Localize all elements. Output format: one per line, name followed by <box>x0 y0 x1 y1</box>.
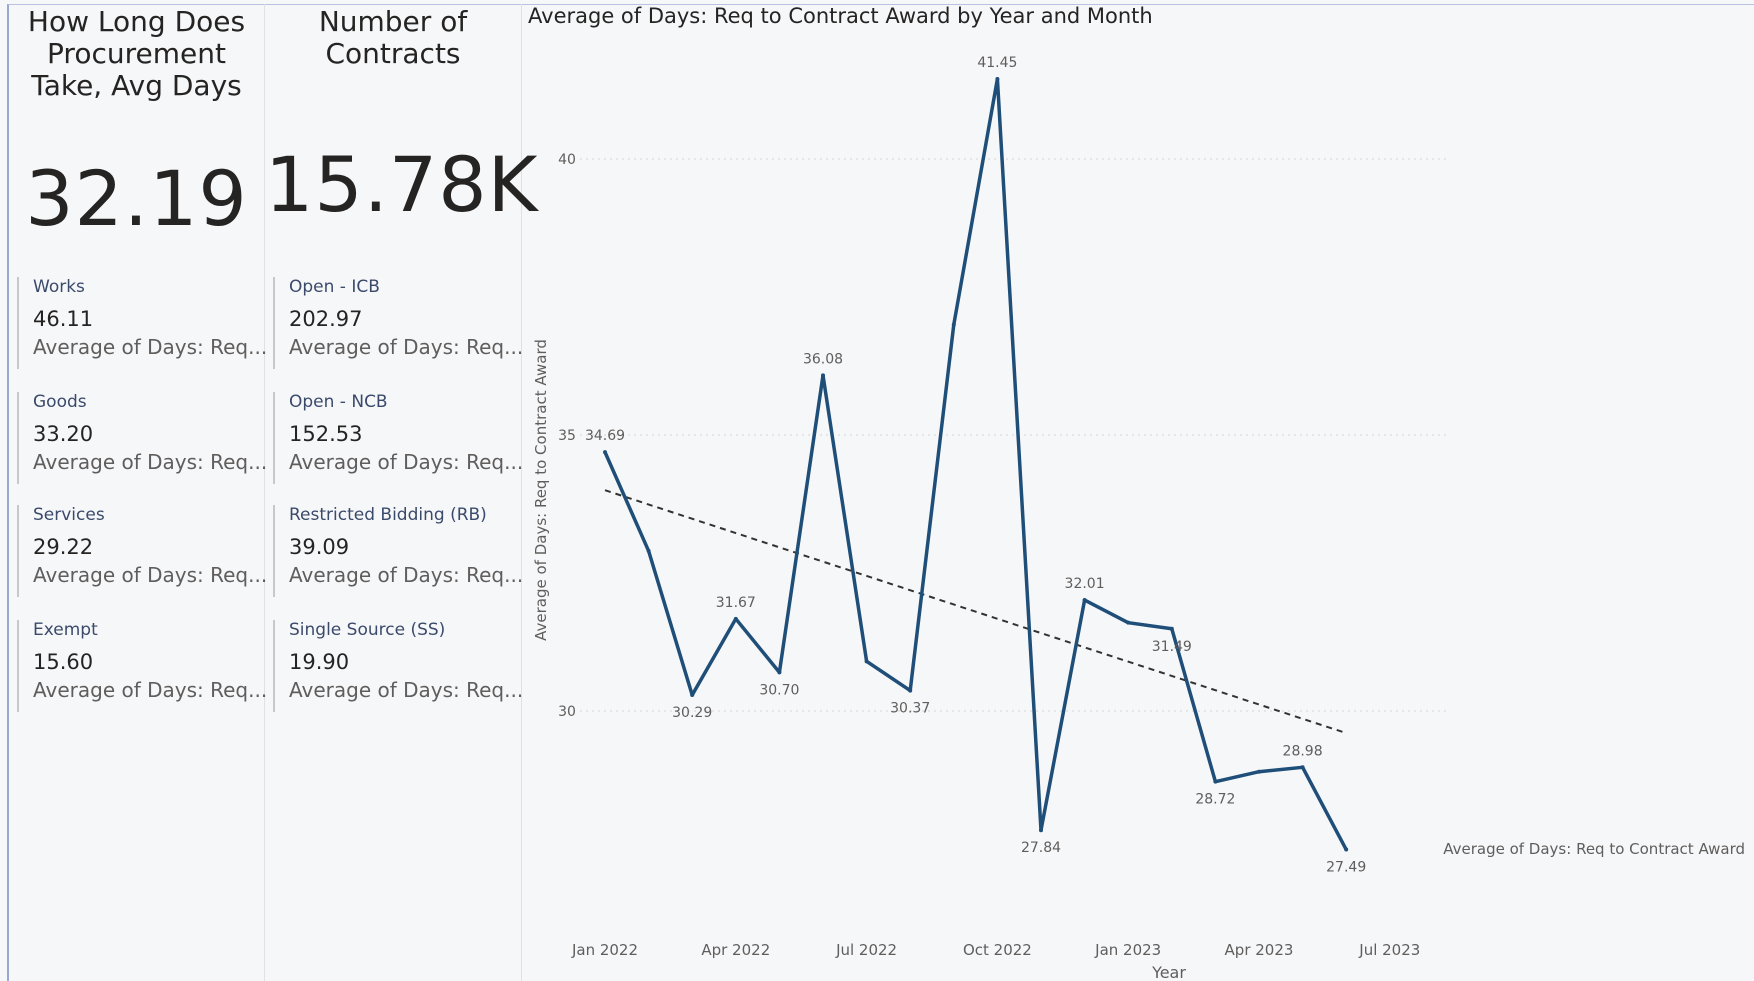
data-label: 30.29 <box>672 705 712 721</box>
card-label: Single Source (SS) <box>289 620 446 640</box>
y-tick-label: 35 <box>558 428 576 444</box>
procurement-kpi-title-line: How Long Does <box>27 5 246 38</box>
data-point <box>864 659 869 664</box>
data-label: 36.08 <box>803 351 843 367</box>
data-label: 32.01 <box>1065 576 1105 592</box>
card-label: Restricted Bidding (RB) <box>289 505 487 525</box>
data-point <box>733 616 738 621</box>
report-frame <box>7 4 1754 981</box>
trendline <box>604 489 1347 735</box>
x-tick-label: Jan 2022 <box>571 941 638 959</box>
x-tick-label: Jul 2022 <box>835 941 897 959</box>
x-tick-label: Apr 2023 <box>1225 941 1294 959</box>
procurement-card-exempt[interactable]: Exempt 15.60 Average of Days: Req... <box>17 620 267 712</box>
contracts-kpi-title: Number of Contracts <box>265 6 521 70</box>
data-label: 28.72 <box>1195 792 1235 808</box>
data-point <box>951 322 956 327</box>
procurement-card-works[interactable]: Works 46.11 Average of Days: Req... <box>17 277 267 369</box>
data-point <box>1126 620 1131 625</box>
data-label: 41.45 <box>977 55 1017 71</box>
procurement-kpi-panel: How Long Does Procurement Take, Avg Days… <box>9 4 267 981</box>
card-value: 39.09 <box>289 535 350 559</box>
card-measure-label: Average of Days: Req... <box>33 678 268 702</box>
data-point <box>1082 598 1087 603</box>
card-label: Services <box>33 505 105 525</box>
data-label: 30.37 <box>890 701 930 717</box>
procurement-kpi-title-line: Procurement <box>47 37 226 70</box>
contracts-count-value: 15.78K <box>265 140 539 229</box>
card-measure-label: Average of Days: Req... <box>289 450 524 474</box>
contracts-kpi-title-line: Contracts <box>325 37 461 70</box>
data-point <box>1257 769 1261 774</box>
data-label: 30.70 <box>759 682 799 698</box>
card-label: Works <box>33 277 85 297</box>
contracts-card-single-source[interactable]: Single Source (SS) 19.90 Average of Days… <box>273 620 523 712</box>
data-point <box>908 688 913 693</box>
card-value: 15.60 <box>33 650 94 674</box>
procurement-card-goods[interactable]: Goods 33.20 Average of Days: Req... <box>17 392 267 484</box>
card-measure-label: Average of Days: Req... <box>33 335 268 359</box>
card-value: 46.11 <box>33 307 94 331</box>
data-label: 28.98 <box>1283 743 1323 759</box>
procurement-kpi-title-line: Take, Avg Days <box>31 69 242 102</box>
contracts-kpi-panel: Number of Contracts 15.78K Open - ICB 20… <box>265 4 539 981</box>
data-point <box>646 548 651 553</box>
contracts-kpi-title-line: Number of <box>318 5 468 38</box>
card-label: Goods <box>33 392 87 412</box>
x-axis-title: Year <box>1151 963 1186 981</box>
series-line <box>603 77 1348 851</box>
legend-label: Average of Days: Req to Contract Award <box>1443 840 1745 858</box>
data-point <box>777 670 782 675</box>
y-axis-title: Average of Days: Req to Contract Award <box>532 339 550 641</box>
card-measure-label: Average of Days: Req... <box>289 563 524 587</box>
data-point <box>603 450 607 455</box>
card-value: 19.90 <box>289 650 350 674</box>
procurement-card-services[interactable]: Services 29.22 Average of Days: Req... <box>17 505 267 597</box>
data-point <box>1039 828 1043 833</box>
data-label: 27.84 <box>1021 840 1061 856</box>
card-label: Exempt <box>33 620 98 640</box>
data-label: 31.49 <box>1152 639 1192 655</box>
card-measure-label: Average of Days: Req... <box>33 563 268 587</box>
card-value: 202.97 <box>289 307 363 331</box>
x-tick-label: Jul 2023 <box>1358 941 1420 959</box>
chart-title: Average of Days: Req to Contract Award b… <box>528 4 1153 28</box>
data-point <box>1344 847 1349 852</box>
card-value: 152.53 <box>289 422 363 446</box>
data-label: 34.69 <box>585 428 625 444</box>
contracts-card-restricted-bidding[interactable]: Restricted Bidding (RB) 39.09 Average of… <box>273 505 523 597</box>
y-tick-label: 30 <box>558 704 576 720</box>
x-tick-label: Apr 2022 <box>701 941 770 959</box>
data-point <box>821 373 825 378</box>
card-measure-label: Average of Days: Req... <box>289 335 524 359</box>
x-tick-label: Oct 2022 <box>963 941 1032 959</box>
card-value: 29.22 <box>33 535 94 559</box>
contracts-card-open-icb[interactable]: Open - ICB 202.97 Average of Days: Req..… <box>273 277 523 369</box>
data-point <box>1213 779 1218 784</box>
data-point <box>690 692 695 697</box>
card-measure-label: Average of Days: Req... <box>33 450 268 474</box>
card-value: 33.20 <box>33 422 94 446</box>
procurement-avg-days-value: 32.19 <box>25 154 248 243</box>
x-tick-label: Jan 2023 <box>1094 941 1161 959</box>
data-label: 27.49 <box>1326 860 1366 876</box>
contracts-card-open-ncb[interactable]: Open - NCB 152.53 Average of Days: Req..… <box>273 392 523 484</box>
card-label: Open - ICB <box>289 277 380 297</box>
y-tick-label: 40 <box>558 152 576 168</box>
data-point <box>1169 626 1174 631</box>
card-measure-label: Average of Days: Req... <box>289 678 524 702</box>
card-label: Open - NCB <box>289 392 388 412</box>
data-point <box>1300 765 1305 770</box>
procurement-kpi-title: How Long Does Procurement Take, Avg Days <box>9 6 264 102</box>
data-point <box>995 76 1000 81</box>
data-label: 31.67 <box>716 595 756 611</box>
